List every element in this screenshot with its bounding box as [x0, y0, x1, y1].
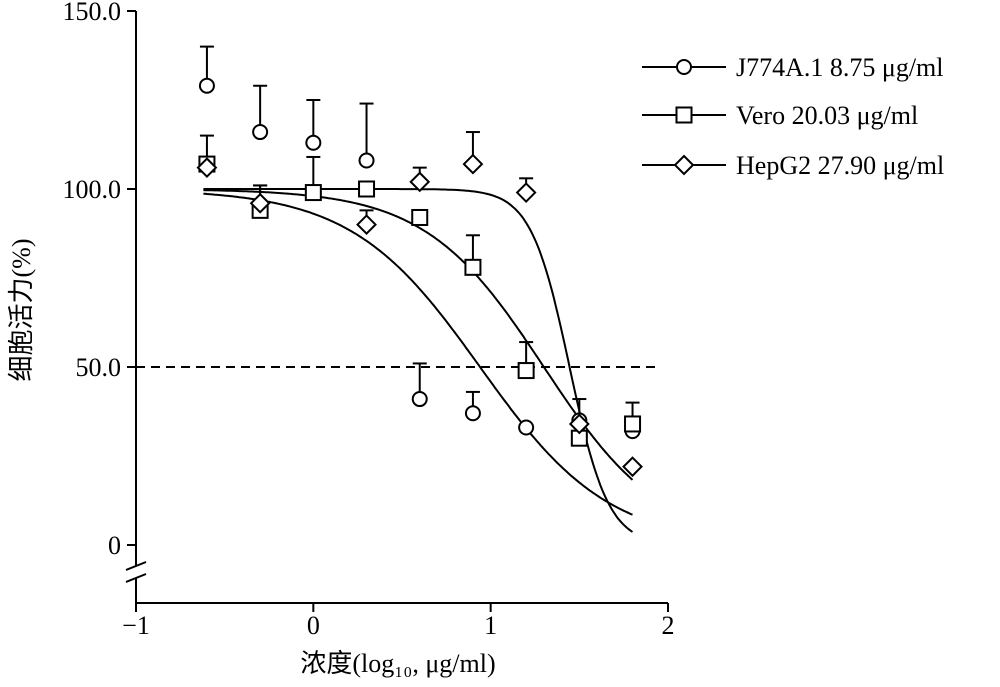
- y-axis-break-mark: [125, 561, 147, 571]
- data-point-circle: [464, 405, 481, 422]
- data-point-diamond: [568, 413, 590, 435]
- legend-label: HepG2 27.90 μg/ml: [736, 151, 944, 180]
- data-point-diamond: [249, 192, 271, 214]
- legend-marker-square: [675, 106, 693, 124]
- data-point-diamond: [515, 182, 537, 203]
- data-point-circle: [252, 124, 269, 141]
- legend-marker-diamond: [673, 154, 695, 176]
- data-point-circle: [305, 134, 322, 151]
- data-point-circle: [518, 419, 535, 436]
- data-point-circle: [198, 77, 215, 94]
- data-point-square: [517, 362, 535, 380]
- fit-curve-diamond: [203, 188, 634, 533]
- fit-curve-circle: [203, 192, 633, 516]
- legend-label: Vero 20.03 μg/ml: [736, 101, 918, 130]
- data-point-square: [358, 180, 376, 198]
- legend: J774A.1 8.75 μg/ml Vero 20.03 μg/ml HepG2 …: [642, 53, 944, 180]
- y-tick-label: 50.0: [76, 353, 122, 382]
- data-point-square: [304, 184, 322, 202]
- axes: 0 50.0 100.0 150.0 −1 0 1 2: [63, 0, 675, 640]
- data-point-diamond: [409, 171, 431, 193]
- x-tick-label: 0: [307, 611, 320, 640]
- data-point-diamond: [196, 157, 218, 179]
- data-point-diamond: [462, 153, 484, 175]
- legend-label: J774A.1 8.75 μg/ml: [736, 53, 944, 82]
- y-axis-title: 细胞活力(%): [7, 239, 36, 382]
- data-point-diamond: [356, 214, 377, 236]
- x-tick-label: −1: [122, 611, 150, 640]
- data-point-square: [464, 258, 482, 276]
- x-tick-label: 1: [484, 611, 497, 640]
- x-axis-title: 浓度(log₁₀, μg/ml): [300, 649, 495, 678]
- y-tick-label: 150.0: [63, 0, 122, 26]
- x-tick-label: 2: [662, 611, 675, 640]
- error-bars: [199, 45, 640, 439]
- fit-curves: [203, 188, 634, 533]
- legend-marker-circle: [676, 59, 692, 75]
- y-tick-label: 0: [108, 531, 121, 560]
- data-point-circle: [358, 152, 375, 169]
- y-axis-break-mark: [125, 573, 147, 583]
- fit-curve-square: [203, 189, 634, 481]
- y-tick-label: 100.0: [63, 175, 122, 204]
- data-point-diamond: [622, 456, 643, 478]
- data-markers: [196, 77, 643, 478]
- data-point-circle: [411, 391, 428, 408]
- data-point-square: [624, 415, 642, 433]
- data-point-square: [411, 208, 429, 226]
